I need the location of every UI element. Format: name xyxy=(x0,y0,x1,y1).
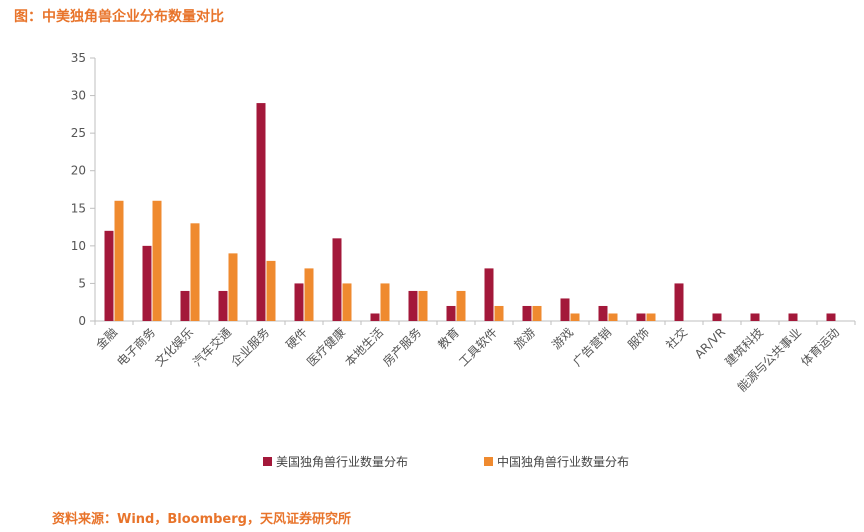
x-category-label: AR/VR xyxy=(692,325,728,361)
legend-swatch-cn xyxy=(484,457,493,466)
bar-cn xyxy=(266,260,276,321)
bar-us xyxy=(674,283,684,321)
x-category-label: 广告营销 xyxy=(570,325,614,369)
legend-swatch-us xyxy=(263,457,272,466)
y-tick-label: 30 xyxy=(71,89,86,103)
bar-cn xyxy=(114,200,124,321)
bar-us xyxy=(408,290,418,321)
bar-cn xyxy=(304,268,314,321)
bar-cn xyxy=(418,290,428,321)
y-tick-label: 10 xyxy=(71,239,86,253)
x-category-label: 文化娱乐 xyxy=(152,325,197,370)
bar-us xyxy=(712,313,722,321)
x-category-label: 金融 xyxy=(93,325,121,353)
x-category-label: 房产服务 xyxy=(380,325,425,370)
x-category-label: 旅游 xyxy=(511,325,538,352)
x-category-label: 电子商务 xyxy=(114,325,159,370)
x-category-label: 游戏 xyxy=(549,325,576,352)
y-tick-label: 0 xyxy=(78,314,86,328)
y-tick-label: 35 xyxy=(71,51,86,65)
y-tick-label: 25 xyxy=(71,126,86,140)
x-category-label: 医疗健康 xyxy=(304,325,349,370)
bar-us xyxy=(294,283,304,321)
y-tick-label: 15 xyxy=(71,201,86,215)
bar-us xyxy=(598,305,608,321)
x-category-label: 服饰 xyxy=(625,325,652,352)
source-note: 资料来源：Wind，Bloomberg，天风证券研究所 xyxy=(52,512,351,527)
bar-us xyxy=(142,245,152,321)
bar-us xyxy=(370,313,380,321)
bar-cn xyxy=(570,313,580,321)
bar-cn xyxy=(532,305,542,321)
x-category-label: 社交 xyxy=(663,325,691,353)
bar-cn xyxy=(342,283,352,321)
x-category-label: 硬件 xyxy=(283,325,310,352)
bar-cn xyxy=(646,313,656,321)
x-category-label: 教育 xyxy=(435,325,463,353)
legend-label-us: 美国独角兽行业数量分布 xyxy=(276,454,408,469)
bar-us xyxy=(104,230,114,321)
bar-cn xyxy=(228,253,238,321)
bar-us xyxy=(750,313,760,321)
bar-cn xyxy=(190,223,200,321)
bar-us xyxy=(826,313,836,321)
legend-label-cn: 中国独角兽行业数量分布 xyxy=(497,454,629,469)
bar-us xyxy=(256,103,266,321)
bar-us xyxy=(180,290,190,321)
x-category-label: 工具软件 xyxy=(456,325,500,369)
bar-cn xyxy=(494,305,504,321)
figure-title: 图：中美独角兽企业分布数量对比 xyxy=(14,9,224,25)
bar-us xyxy=(484,268,494,321)
x-category-label: 汽车交通 xyxy=(190,325,235,370)
bar-cn xyxy=(608,313,618,321)
bar-group xyxy=(104,103,836,321)
bar-us xyxy=(332,238,342,321)
bar-us xyxy=(218,290,228,321)
x-category-label: 企业服务 xyxy=(228,325,273,370)
bar-cn xyxy=(456,290,466,321)
legend: 美国独角兽行业数量分布 中国独角兽行业数量分布 xyxy=(263,454,629,469)
bar-us xyxy=(446,305,456,321)
bar-cn xyxy=(152,200,162,321)
y-axis-ticks: 0 5 10 15 20 25 30 35 xyxy=(71,51,95,328)
bar-us xyxy=(788,313,798,321)
x-category-label: 本地生活 xyxy=(342,325,386,369)
bar-us xyxy=(560,298,570,321)
x-category-label: 体育运动 xyxy=(798,325,843,370)
y-tick-label: 20 xyxy=(71,164,86,178)
bar-us xyxy=(636,313,646,321)
bar-us xyxy=(522,305,532,321)
bar-cn xyxy=(380,283,390,321)
y-tick-label: 5 xyxy=(78,276,86,290)
